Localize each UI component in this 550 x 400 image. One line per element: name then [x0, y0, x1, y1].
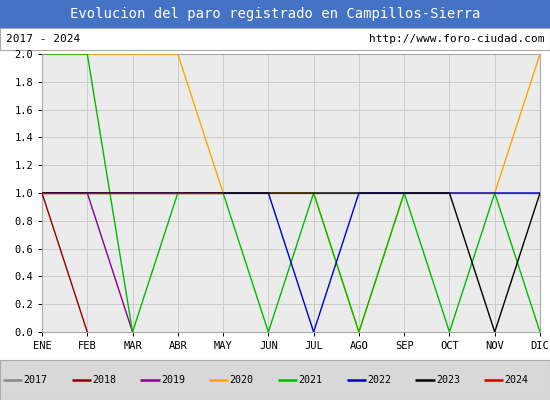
Text: 2017: 2017 [23, 375, 47, 385]
Text: http://www.foro-ciudad.com: http://www.foro-ciudad.com [369, 34, 544, 44]
Text: 2017 - 2024: 2017 - 2024 [6, 34, 80, 44]
Text: 2018: 2018 [92, 375, 116, 385]
Text: 2024: 2024 [505, 375, 529, 385]
Text: 2021: 2021 [298, 375, 322, 385]
Text: 2023: 2023 [436, 375, 460, 385]
Text: 2022: 2022 [367, 375, 391, 385]
Text: 2020: 2020 [230, 375, 254, 385]
Text: 2019: 2019 [161, 375, 185, 385]
Text: Evolucion del paro registrado en Campillos-Sierra: Evolucion del paro registrado en Campill… [70, 7, 480, 21]
